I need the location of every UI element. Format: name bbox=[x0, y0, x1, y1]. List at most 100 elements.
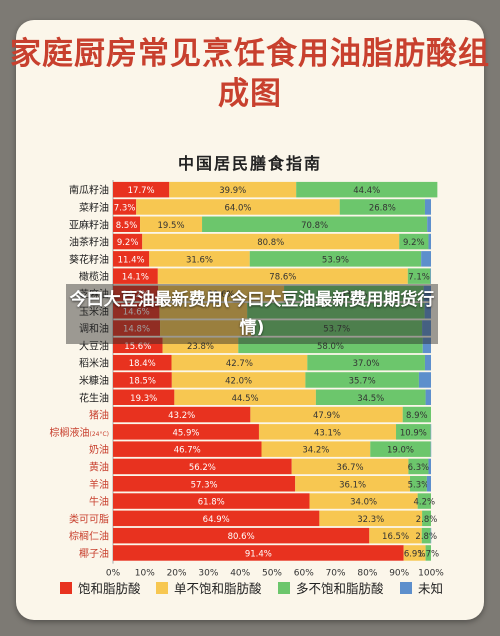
bar-saturated bbox=[113, 268, 158, 284]
data-label-saturated: 14.6% bbox=[123, 307, 150, 317]
bar-poly bbox=[284, 285, 424, 302]
bar-unknown bbox=[430, 424, 432, 440]
bar-saturated bbox=[113, 181, 170, 198]
bar-poly bbox=[247, 303, 425, 319]
data-label-mono: 64.0% bbox=[224, 203, 251, 213]
x-tick-label: 50% bbox=[262, 569, 282, 579]
bar-saturated bbox=[113, 441, 262, 457]
bar-saturated bbox=[113, 354, 172, 371]
x-tick-label: 80% bbox=[357, 569, 377, 579]
chart-legend: 饱和脂肪酸 单不饱和脂肪酸 多不饱和脂肪酸 未知 bbox=[60, 578, 460, 596]
category-label: 类可可脂 bbox=[69, 512, 109, 525]
legend-item-saturated: 饱和脂肪酸 bbox=[60, 578, 141, 597]
category-label: 大豆油 bbox=[79, 339, 109, 352]
bar-saturated bbox=[113, 251, 150, 267]
data-label-saturated: 9.2% bbox=[117, 238, 139, 248]
bar-saturated bbox=[113, 493, 310, 509]
bar-unknown bbox=[428, 458, 431, 475]
bar-unknown bbox=[430, 268, 431, 284]
legend-label-saturated: 饱和脂肪酸 bbox=[78, 581, 141, 596]
data-label-mono: 34.2% bbox=[302, 446, 329, 456]
bar-unknown bbox=[422, 320, 431, 336]
category-label: 芝麻油 bbox=[79, 287, 109, 300]
data-label-mono: 16.5% bbox=[382, 532, 409, 542]
x-tick-label: 0% bbox=[106, 569, 121, 579]
bar-unknown bbox=[421, 251, 431, 267]
data-label-saturated: 14.8% bbox=[123, 325, 150, 335]
bar-saturated bbox=[113, 216, 141, 232]
data-label-poly: 44.4% bbox=[353, 186, 380, 196]
data-label-poly: 2.8% bbox=[416, 515, 438, 525]
data-label-poly: 70.8% bbox=[301, 221, 328, 231]
data-label-saturated: 19.3% bbox=[130, 394, 157, 404]
bar-unknown bbox=[428, 233, 431, 250]
bar-unknown bbox=[423, 285, 431, 302]
data-label-saturated: 46.7% bbox=[174, 446, 201, 456]
data-label-saturated: 18.4% bbox=[129, 359, 156, 369]
bar-saturated bbox=[113, 320, 161, 336]
legend-swatch-saturated bbox=[60, 581, 72, 594]
data-label-mono: 36.7% bbox=[337, 463, 364, 473]
bar-unknown bbox=[427, 216, 431, 232]
category-label: 玉米油 bbox=[79, 305, 109, 318]
bar-poly bbox=[422, 510, 431, 527]
category-label: 猪油 bbox=[89, 409, 109, 422]
bar-saturated bbox=[113, 458, 292, 475]
bar-poly bbox=[251, 320, 423, 336]
bar-mono bbox=[149, 251, 250, 267]
bar-poly bbox=[408, 458, 429, 475]
x-tick-label: 90% bbox=[389, 569, 409, 579]
data-label-poly: 35.7% bbox=[349, 376, 376, 386]
bar-poly bbox=[410, 476, 427, 492]
data-label-poly: 37.0% bbox=[353, 359, 380, 369]
bar-poly bbox=[307, 354, 425, 371]
bar-poly bbox=[238, 337, 423, 354]
data-label-saturated: 17.7% bbox=[128, 186, 155, 196]
category-label: 稻米油 bbox=[79, 357, 109, 370]
bar-mono bbox=[295, 476, 411, 492]
bar-poly bbox=[407, 268, 431, 284]
bar-mono bbox=[250, 406, 403, 423]
data-label-poly: 26.8% bbox=[369, 203, 396, 213]
category-label: 棕榈仁油 bbox=[69, 530, 109, 543]
data-label-poly: 2.8% bbox=[415, 532, 437, 542]
legend-label-mono: 单不饱和脂肪酸 bbox=[174, 581, 262, 596]
category-label: 黄油 bbox=[89, 460, 109, 473]
bar-saturated bbox=[113, 476, 296, 492]
bar-mono bbox=[160, 320, 252, 336]
bar-unknown bbox=[422, 337, 431, 354]
legend-item-mono: 单不饱和脂肪酸 bbox=[156, 578, 262, 597]
bar-poly bbox=[425, 545, 431, 561]
data-label-saturated: 80.6% bbox=[228, 532, 255, 542]
bar-mono bbox=[319, 510, 423, 527]
data-label-mono: 42.7% bbox=[226, 359, 253, 369]
bar-mono bbox=[369, 527, 422, 544]
data-label-saturated: 14.1% bbox=[122, 273, 149, 283]
data-label-mono: 47.9% bbox=[313, 411, 340, 421]
data-label-poly: 7.1% bbox=[408, 273, 430, 283]
bar-unknown bbox=[424, 199, 431, 215]
data-label-mono: 19.5% bbox=[158, 221, 185, 231]
category-label: 棕榈液油(24°C) bbox=[49, 426, 109, 439]
bar-saturated bbox=[113, 424, 259, 440]
data-label-poly: 43.9% bbox=[340, 290, 367, 300]
category-label: 葵花籽油 bbox=[69, 253, 109, 266]
bar-saturated bbox=[113, 527, 370, 544]
bar-mono bbox=[157, 268, 408, 284]
x-tick-label: 60% bbox=[294, 569, 314, 579]
data-label-mono: 43.1% bbox=[314, 428, 341, 438]
bar-mono bbox=[403, 545, 426, 561]
x-tick-label: 70% bbox=[326, 569, 346, 579]
bar-saturated bbox=[113, 510, 320, 527]
data-label-poly: 5.3% bbox=[408, 480, 430, 490]
bar-unknown bbox=[424, 303, 431, 319]
data-label-poly: 9.2% bbox=[403, 238, 425, 248]
overlay-banner bbox=[66, 284, 438, 344]
data-label-poly: 6.3% bbox=[408, 463, 430, 473]
bar-saturated bbox=[113, 372, 172, 388]
data-label-poly: 10.9% bbox=[400, 428, 427, 438]
bar-unknown bbox=[424, 354, 431, 371]
category-label: 椰子油 bbox=[79, 547, 109, 560]
category-label: 菜籽油 bbox=[79, 201, 109, 214]
